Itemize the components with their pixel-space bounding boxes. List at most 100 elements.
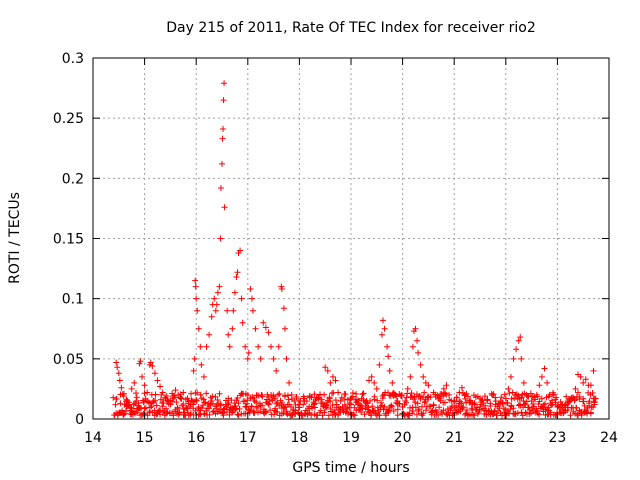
- data-point: [278, 286, 285, 293]
- data-point: [216, 283, 223, 290]
- data-point: [582, 376, 589, 383]
- data-point: [224, 401, 231, 408]
- data-point: [430, 401, 437, 408]
- data-point: [553, 394, 560, 401]
- data-point: [497, 397, 504, 404]
- data-point: [369, 403, 376, 410]
- data-point: [573, 404, 580, 411]
- data-point: [404, 385, 411, 392]
- data-point: [263, 408, 270, 415]
- data-point: [459, 405, 466, 412]
- data-point: [123, 396, 130, 403]
- data-point: [321, 409, 328, 416]
- data-point: [257, 355, 264, 362]
- data-point: [195, 325, 202, 332]
- data-point: [430, 389, 437, 396]
- data-point: [527, 390, 534, 397]
- data-point: [306, 394, 313, 401]
- data-point: [554, 403, 561, 410]
- data-point: [182, 396, 189, 403]
- data-point: [361, 411, 368, 418]
- data-point: [412, 404, 419, 411]
- data-point: [549, 401, 556, 408]
- data-point: [478, 396, 485, 403]
- data-point: [194, 389, 201, 396]
- data-point: [414, 400, 421, 407]
- data-point: [174, 405, 181, 412]
- data-point: [228, 397, 235, 404]
- data-point: [286, 379, 293, 386]
- x-tick-label: 17: [239, 430, 257, 446]
- data-point: [376, 412, 383, 419]
- data-point: [485, 407, 492, 414]
- data-point: [436, 404, 443, 411]
- data-point: [498, 394, 505, 401]
- data-point: [328, 390, 335, 397]
- data-point: [213, 301, 220, 308]
- data-point: [378, 331, 385, 338]
- data-point: [340, 408, 347, 415]
- data-point: [398, 392, 405, 399]
- data-point: [152, 391, 159, 398]
- data-point: [577, 373, 584, 380]
- data-point: [522, 409, 529, 416]
- data-point: [217, 402, 224, 409]
- data-point: [518, 355, 525, 362]
- data-point: [225, 400, 232, 407]
- data-point: [506, 390, 513, 397]
- data-point: [279, 399, 286, 406]
- data-point: [117, 400, 124, 407]
- data-point: [440, 385, 447, 392]
- data-point: [416, 406, 423, 413]
- y-tick-label: 0: [75, 412, 84, 428]
- data-point: [280, 305, 287, 312]
- x-tick-label: 21: [445, 430, 463, 446]
- data-point: [265, 329, 272, 336]
- data-point: [113, 395, 120, 402]
- data-point: [563, 393, 570, 400]
- data-point: [521, 401, 528, 408]
- data-point: [242, 403, 249, 410]
- data-point: [353, 390, 360, 397]
- y-tick-label: 0.15: [53, 232, 84, 248]
- data-point: [115, 370, 122, 377]
- data-point: [518, 394, 525, 401]
- data-point: [542, 400, 549, 407]
- data-point: [345, 410, 352, 417]
- data-point: [587, 409, 594, 416]
- data-point: [208, 397, 215, 404]
- data-point: [493, 412, 500, 419]
- data-point: [422, 407, 429, 414]
- data-point: [317, 391, 324, 398]
- data-point: [458, 400, 465, 407]
- x-tick-label: 22: [497, 430, 515, 446]
- data-point: [386, 367, 393, 374]
- data-point: [180, 389, 187, 396]
- data-point: [133, 394, 140, 401]
- data-point: [589, 390, 596, 397]
- data-point: [230, 307, 237, 314]
- data-point: [425, 382, 432, 389]
- data-point: [327, 398, 334, 405]
- data-point: [235, 412, 242, 419]
- data-point: [270, 392, 277, 399]
- data-point: [310, 401, 317, 408]
- data-point: [453, 394, 460, 401]
- data-point: [371, 396, 378, 403]
- data-point: [386, 407, 393, 414]
- data-point: [533, 391, 540, 398]
- x-tick-label: 14: [84, 430, 102, 446]
- data-point: [220, 125, 227, 132]
- data-point: [216, 390, 223, 397]
- data-point: [414, 337, 421, 344]
- data-point: [206, 411, 213, 418]
- data-point: [203, 343, 210, 350]
- data-point: [244, 355, 251, 362]
- data-point: [407, 373, 414, 380]
- data-point: [484, 397, 491, 404]
- data-point: [564, 397, 571, 404]
- data-point: [200, 373, 207, 380]
- data-point: [119, 407, 126, 414]
- data-point: [552, 399, 559, 406]
- data-point: [203, 390, 210, 397]
